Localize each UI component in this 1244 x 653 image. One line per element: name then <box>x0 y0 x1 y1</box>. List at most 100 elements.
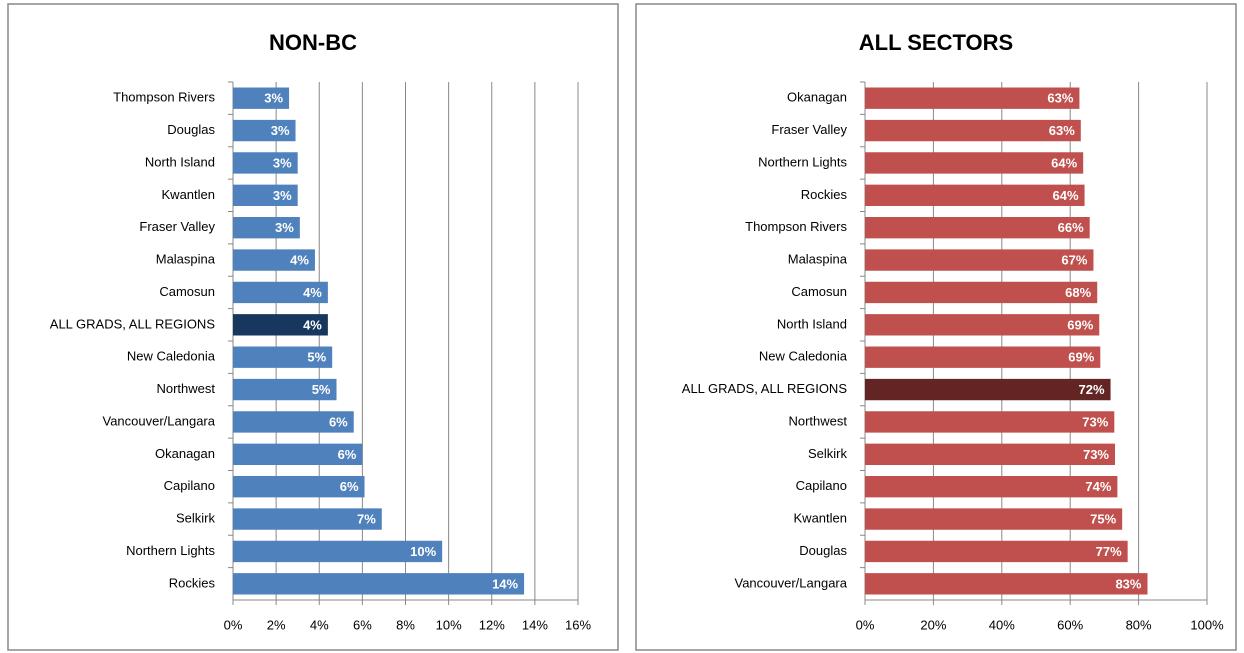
bar <box>865 540 1128 563</box>
value-label: 10% <box>410 544 436 559</box>
bar <box>233 540 443 563</box>
value-label: 4% <box>303 317 322 332</box>
value-label: 69% <box>1068 350 1094 365</box>
y-tick-label: Malaspina <box>788 252 848 267</box>
bar <box>865 443 1116 465</box>
y-tick-label: Northwest <box>788 413 847 428</box>
bar <box>865 573 1148 595</box>
bar <box>865 217 1090 239</box>
chart-title: NON-BC <box>269 30 357 55</box>
y-tick-label: Douglas <box>799 543 847 558</box>
y-tick-label: Kwantlen <box>162 187 215 202</box>
y-tick-label: Camosun <box>159 284 215 299</box>
bar <box>865 249 1094 271</box>
bar <box>233 87 290 109</box>
bar <box>233 476 365 498</box>
y-tick-label: Rockies <box>169 575 216 590</box>
y-tick-label: Malaspina <box>156 252 216 267</box>
bar <box>233 152 298 174</box>
value-label: 5% <box>312 382 331 397</box>
bar <box>233 119 296 142</box>
value-label: 6% <box>340 479 359 494</box>
value-label: 75% <box>1090 512 1116 527</box>
bar <box>233 281 328 304</box>
value-label: 5% <box>307 350 326 365</box>
y-tick-label: Vancouver/Langara <box>734 575 847 590</box>
bar <box>865 346 1101 368</box>
y-tick-label: Northern Lights <box>758 154 847 169</box>
y-tick-label: Northern Lights <box>126 543 215 558</box>
y-tick-label: Okanagan <box>155 446 215 461</box>
bar <box>233 378 337 401</box>
bar <box>233 346 333 368</box>
y-tick-label: Camosun <box>791 284 847 299</box>
y-tick-label: Kwantlen <box>794 511 847 526</box>
x-tick-label: 60% <box>1057 617 1083 632</box>
value-label: 4% <box>303 285 322 300</box>
x-tick-label: 2% <box>267 617 286 632</box>
bar <box>865 281 1098 304</box>
x-tick-label: 8% <box>396 617 415 632</box>
value-label: 77% <box>1096 544 1122 559</box>
value-label: 69% <box>1067 317 1093 332</box>
value-label: 68% <box>1065 285 1091 300</box>
y-tick-label: Selkirk <box>176 511 216 526</box>
value-label: 73% <box>1082 414 1108 429</box>
y-tick-label: Fraser Valley <box>139 219 215 234</box>
y-tick-label: North Island <box>145 154 215 169</box>
x-tick-label: 12% <box>479 617 505 632</box>
x-tick-label: 16% <box>565 617 591 632</box>
value-label: 3% <box>275 220 294 235</box>
x-tick-label: 0% <box>224 617 243 632</box>
value-label: 83% <box>1115 576 1141 591</box>
bar <box>865 152 1084 174</box>
y-tick-label: North Island <box>777 316 847 331</box>
bar <box>233 314 328 336</box>
value-label: 74% <box>1085 479 1111 494</box>
value-label: 6% <box>338 447 357 462</box>
y-tick-label: Northwest <box>156 381 215 396</box>
x-tick-label: 10% <box>436 617 462 632</box>
value-label: 64% <box>1051 155 1077 170</box>
value-label: 73% <box>1083 447 1109 462</box>
bar <box>865 184 1085 206</box>
bar <box>233 508 382 530</box>
value-label: 63% <box>1047 91 1073 106</box>
bar <box>865 314 1100 336</box>
bar <box>865 119 1081 142</box>
y-tick-label: Thompson Rivers <box>745 219 847 234</box>
bar <box>865 476 1118 498</box>
bar <box>233 443 363 465</box>
value-label: 3% <box>273 188 292 203</box>
x-tick-label: 20% <box>920 617 946 632</box>
value-label: 64% <box>1053 188 1079 203</box>
x-tick-label: 4% <box>310 617 329 632</box>
y-tick-label: Selkirk <box>808 446 848 461</box>
x-tick-label: 40% <box>989 617 1015 632</box>
value-label: 3% <box>273 155 292 170</box>
bar <box>233 249 315 271</box>
y-tick-label: Thompson Rivers <box>113 90 215 105</box>
chart-title: ALL SECTORS <box>859 30 1013 55</box>
value-label: 6% <box>329 414 348 429</box>
y-tick-label: Vancouver/Langara <box>102 413 215 428</box>
y-tick-label: Capilano <box>164 478 215 493</box>
y-tick-label: New Caledonia <box>759 349 848 364</box>
x-tick-label: 80% <box>1126 617 1152 632</box>
bar <box>865 411 1115 433</box>
value-label: 67% <box>1061 253 1087 268</box>
bar <box>233 217 300 239</box>
bar <box>233 573 525 595</box>
value-label: 7% <box>357 512 376 527</box>
bar <box>233 184 298 206</box>
value-label: 72% <box>1079 382 1105 397</box>
y-tick-label: Okanagan <box>787 90 847 105</box>
y-tick-label: Fraser Valley <box>771 122 847 137</box>
x-tick-label: 14% <box>522 617 548 632</box>
y-tick-label: Rockies <box>801 187 848 202</box>
x-tick-label: 100% <box>1190 617 1224 632</box>
y-tick-label: ALL GRADS, ALL REGIONS <box>682 381 848 396</box>
value-label: 3% <box>271 123 290 138</box>
